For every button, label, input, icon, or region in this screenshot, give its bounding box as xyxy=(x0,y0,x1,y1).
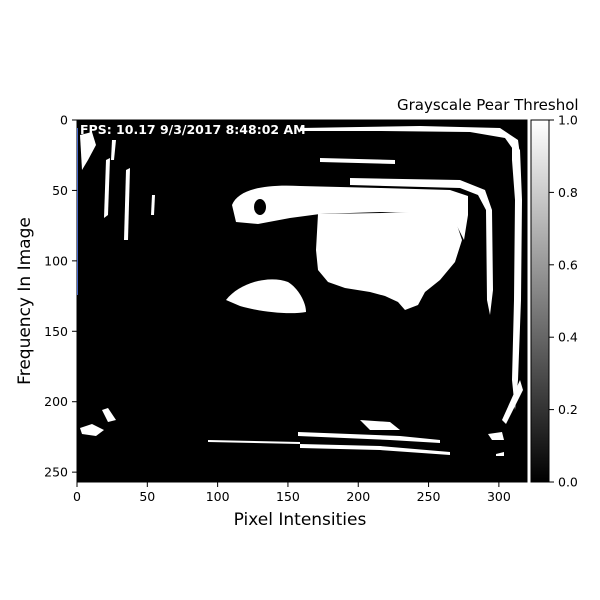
x-tick-label: 0 xyxy=(73,489,81,504)
left-streak-1 xyxy=(80,132,96,170)
y-axis-label: Frequency In Image xyxy=(15,217,35,385)
x-axis-label: Pixel Intensities xyxy=(234,510,367,530)
colorbar-axis: 0.0 0.2 0.4 0.6 0.8 1.0 xyxy=(549,113,578,490)
chart-title: Grayscale Pear Threshol xyxy=(397,96,579,114)
colorbar-tick-label: 0.0 xyxy=(558,475,578,490)
y-tick-label: 50 xyxy=(52,183,68,198)
y-axis: 0 50 100 150 200 250 xyxy=(44,113,77,480)
plot-frame xyxy=(76,119,528,483)
frame-streak-2 xyxy=(320,158,395,164)
bottom-streak-2 xyxy=(360,420,400,430)
colorbar-tick-label: 0.8 xyxy=(558,185,578,200)
y-tick-label: 0 xyxy=(60,113,68,128)
bottom-left-speck-2 xyxy=(102,408,116,422)
left-streak-2 xyxy=(104,158,110,218)
x-tick-label: 100 xyxy=(206,489,230,504)
y-tick-label: 150 xyxy=(44,324,68,339)
threshold-image: FPS: 10.17 9/3/2017 8:48:02 AM xyxy=(77,120,527,482)
x-tick-label: 300 xyxy=(487,489,511,504)
left-oval xyxy=(226,279,306,314)
bottom-streak-4 xyxy=(208,440,300,444)
colorbar-tick-label: 0.6 xyxy=(558,257,578,272)
blob-hole xyxy=(254,199,266,215)
x-tick-label: 250 xyxy=(417,489,441,504)
inner-frame-edge xyxy=(350,178,493,315)
x-tick-label: 200 xyxy=(346,489,370,504)
x-axis: 0 50 100 150 200 250 300 xyxy=(73,482,511,504)
y-tick-label: 100 xyxy=(44,253,68,268)
colorbar xyxy=(530,119,550,483)
top-frame-streak xyxy=(300,126,520,155)
bottom-streak-1 xyxy=(298,432,440,443)
colorbar-tick-label: 0.2 xyxy=(558,402,578,417)
upper-blob xyxy=(232,185,468,240)
bottom-right-speck xyxy=(488,432,504,440)
colorbar-tick-label: 0.4 xyxy=(558,330,578,345)
center-blob xyxy=(316,212,462,310)
right-frame-edge xyxy=(512,140,522,410)
right-lower-streak xyxy=(502,380,523,424)
colorbar-tick-label: 1.0 xyxy=(558,113,578,128)
left-streak-5 xyxy=(111,140,116,160)
left-streak-3 xyxy=(124,168,130,240)
overlay-timestamp: FPS: 10.17 9/3/2017 8:48:02 AM xyxy=(80,122,306,137)
bottom-streak-3 xyxy=(300,444,450,455)
x-tick-label: 150 xyxy=(276,489,300,504)
bottom-left-speck xyxy=(80,424,104,436)
y-tick-label: 250 xyxy=(44,465,68,480)
x-tick-label: 50 xyxy=(139,489,155,504)
bottom-right-speck-2 xyxy=(496,452,504,456)
y-tick-label: 200 xyxy=(44,394,68,409)
left-streak-4 xyxy=(151,195,155,215)
